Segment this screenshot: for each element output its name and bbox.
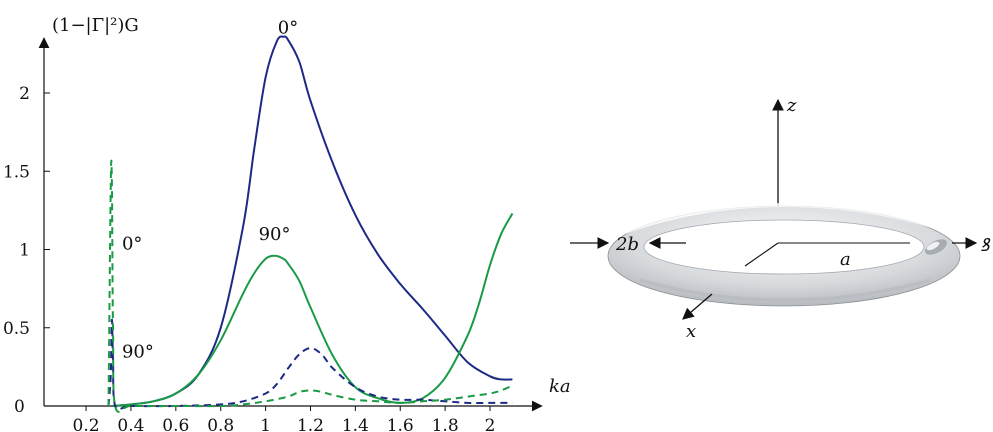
torus-diagram: z ꝸ a x 2b bbox=[570, 95, 991, 342]
dashed-navy-series-line bbox=[107, 318, 513, 411]
x-tick-label: 0.6 bbox=[162, 416, 189, 432]
annotation-layer: 0° 90° 0° 90° bbox=[122, 18, 298, 363]
y-axis-label: (1−|Γ|²)G bbox=[52, 15, 139, 36]
dashed-green-series-line bbox=[107, 159, 513, 413]
x-tick-label: 1.4 bbox=[342, 416, 369, 432]
x-tick-label: 0.8 bbox=[207, 416, 234, 432]
x-tick-label: 1.2 bbox=[297, 416, 324, 432]
angle-annotation: 0° bbox=[122, 234, 142, 255]
x-tick-label: 0.2 bbox=[73, 416, 100, 432]
x-tick-label: 0.4 bbox=[117, 416, 144, 432]
series-layer bbox=[107, 35, 514, 413]
y-tick-label-zero: 0 bbox=[14, 397, 25, 417]
x-axis-inner bbox=[744, 242, 779, 267]
y-tick-label: 1 bbox=[19, 241, 30, 261]
x-axis-label: ka bbox=[549, 376, 571, 397]
solid-green-series-line bbox=[112, 213, 514, 407]
x-tick-label: 1.6 bbox=[387, 416, 414, 432]
y-tick-label: 0.5 bbox=[3, 319, 30, 339]
x-tick-label: 1.8 bbox=[432, 416, 459, 432]
y-tick-label: 2 bbox=[19, 84, 30, 104]
x-axis-3d-label: x bbox=[686, 321, 696, 342]
angle-annotation: 90° bbox=[122, 341, 154, 362]
angle-annotation: 0° bbox=[278, 18, 298, 39]
tick-group: 0.2 0.4 0.6 0.8 1 1.2 1.4 1.6 1.8 2 0.5 1 1.5 2 bbox=[3, 84, 495, 432]
radius-label: a bbox=[840, 249, 851, 270]
right-axis-label: ꝸ bbox=[980, 235, 991, 256]
z-axis-label: z bbox=[786, 95, 797, 116]
solid-navy-series-line bbox=[112, 35, 513, 407]
torus bbox=[607, 202, 961, 307]
x-tick-label: 1 bbox=[260, 416, 271, 432]
x-axis-3d bbox=[682, 293, 713, 320]
y-tick-label: 1.5 bbox=[3, 162, 30, 182]
chart: (1−|Γ|²)G ka 0 0.2 0.4 0.6 0.8 1 1.2 1.4 1.6 1.8… bbox=[3, 15, 571, 432]
angle-annotation: 90° bbox=[259, 224, 291, 245]
thickness-label: 2b bbox=[615, 234, 639, 255]
x-tick-label: 2 bbox=[485, 416, 496, 432]
